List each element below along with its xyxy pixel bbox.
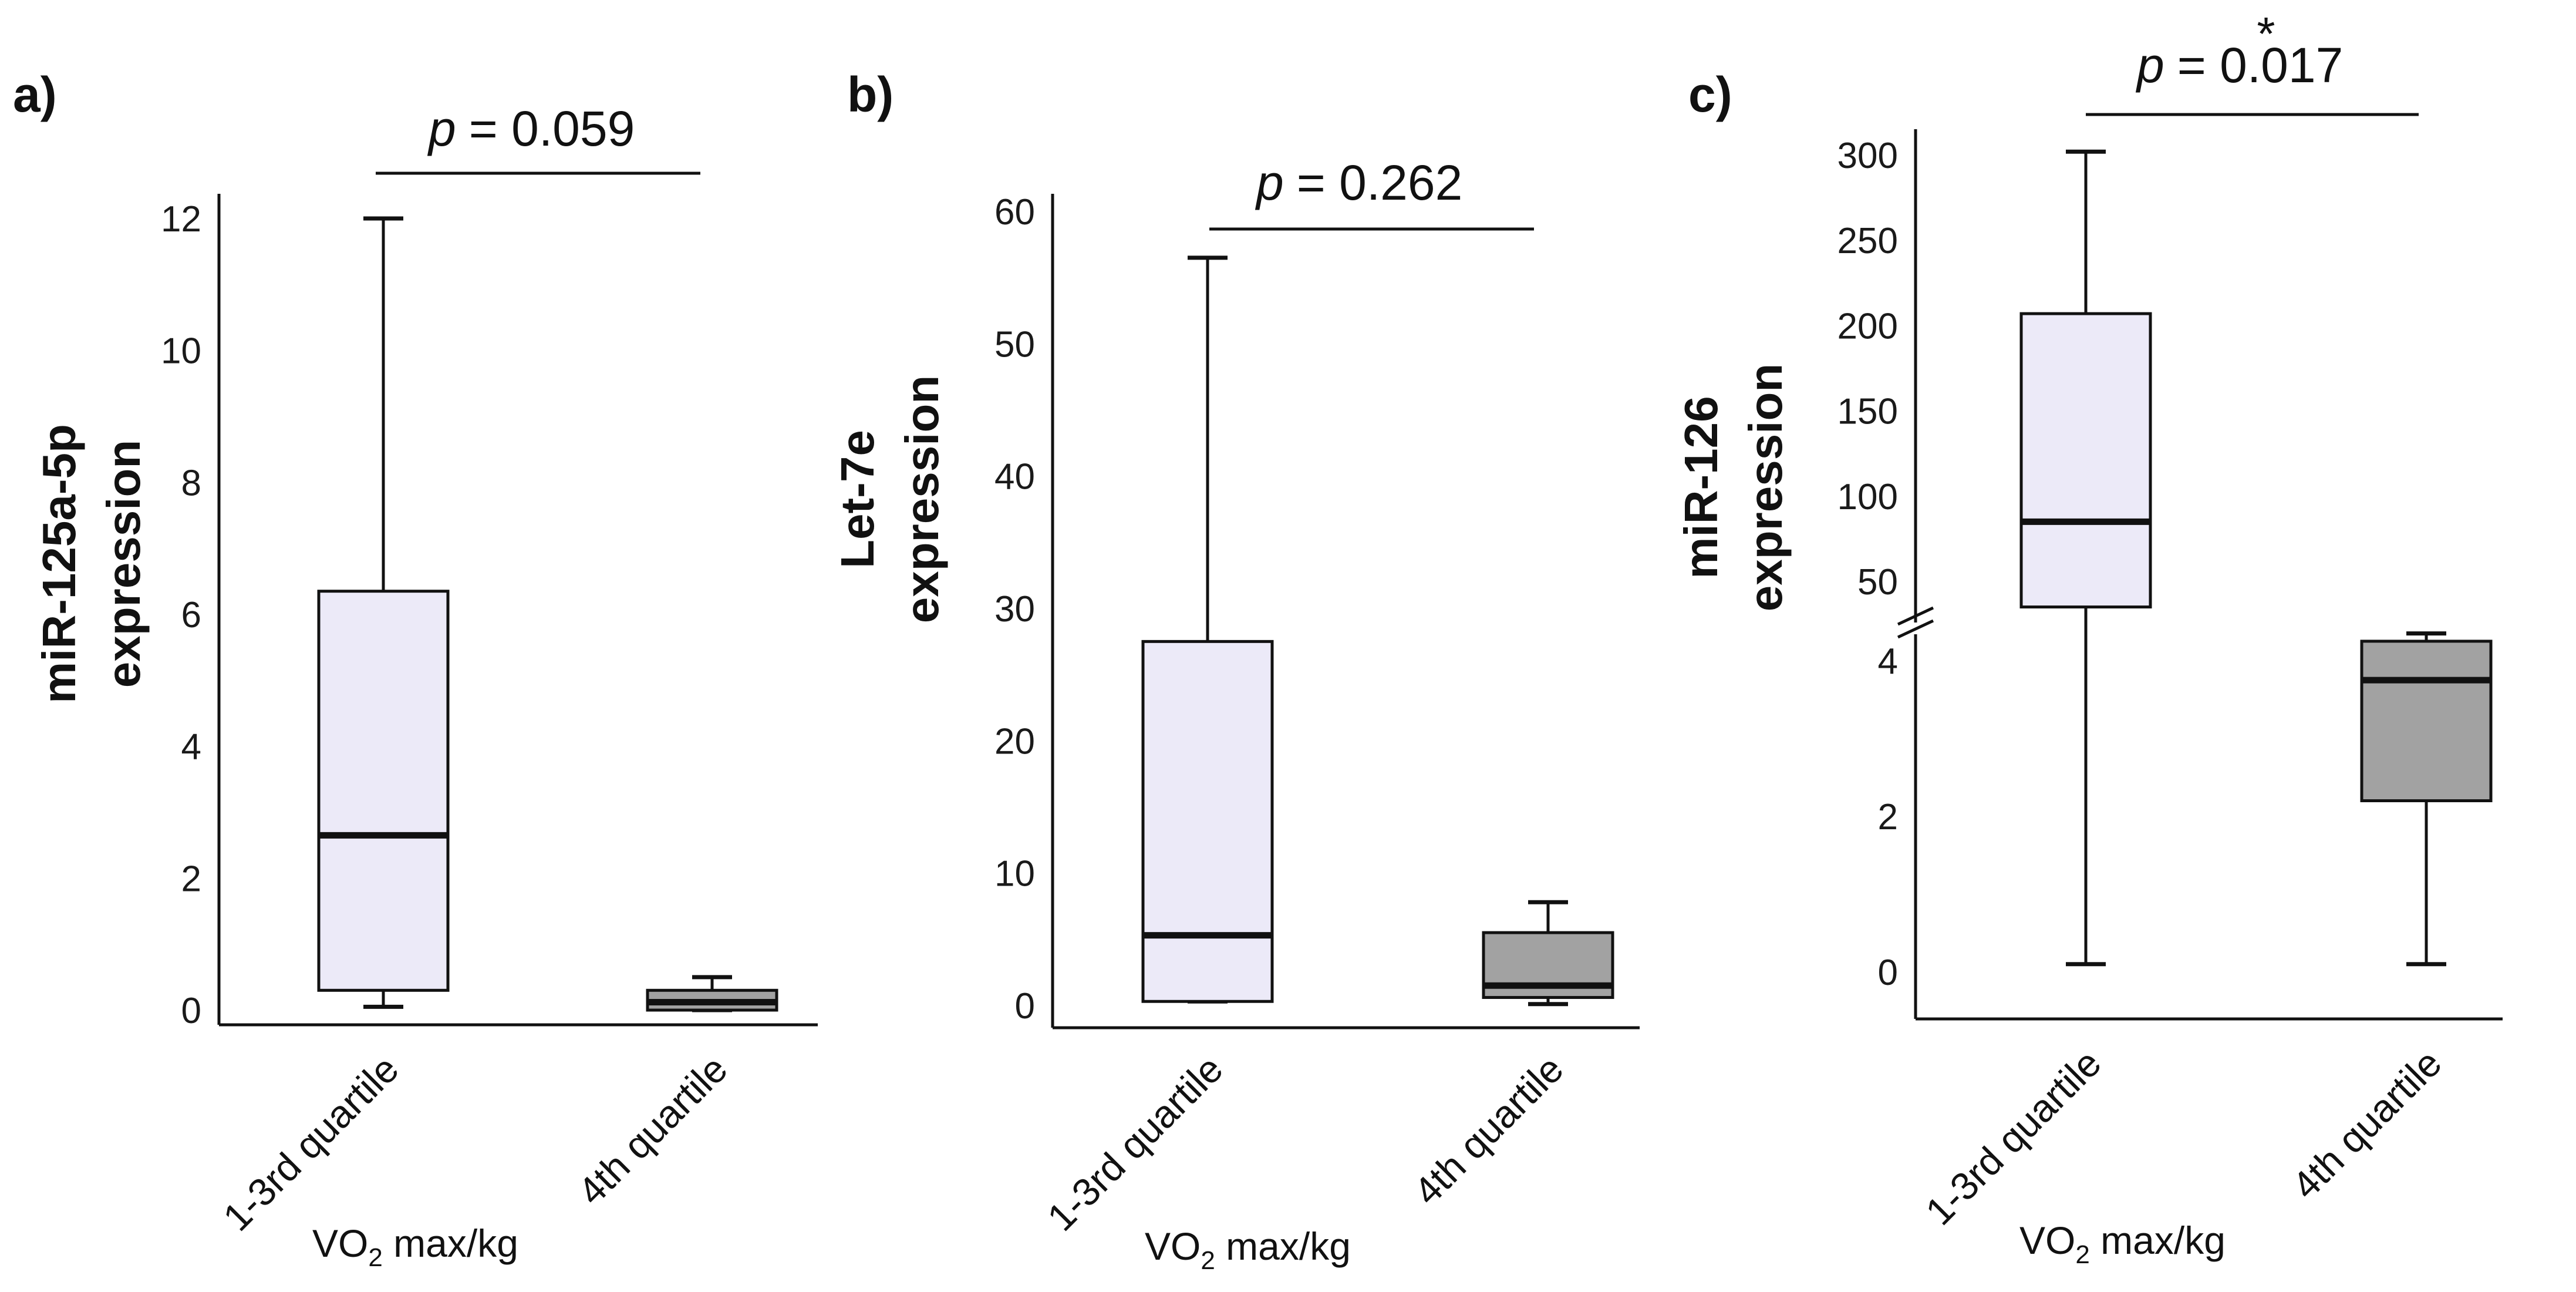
- iqr-box: [317, 590, 450, 992]
- x-category-label: 1-3rd quartile: [215, 1047, 407, 1239]
- box-0: [317, 216, 450, 1009]
- y-tick-label: 250: [1837, 221, 1898, 261]
- y-tick-label: 150: [1837, 392, 1898, 432]
- panel-1: b) 0 10 20 30 40 50 60 1-3rd quartile 4th quartil…: [831, 67, 1640, 1275]
- x-category-label: 4th quartile: [2284, 1041, 2450, 1207]
- panel-label: a): [13, 67, 57, 122]
- x-category-label: 4th quartile: [1405, 1047, 1572, 1213]
- axis-break-mark: [1897, 606, 1934, 626]
- panel-2: c) 0 2 4 50 100 150 200 250 300 1-3rd quartile 4th …: [1675, 8, 2503, 1269]
- p-value: p = 0.017: [2135, 38, 2343, 93]
- y-tick-label: 4: [1878, 641, 1898, 682]
- y-tick-label: 2: [1878, 797, 1898, 837]
- y-tick-label: 0: [1015, 986, 1035, 1027]
- y-axis-title: miR-126 expression: [1675, 364, 1792, 611]
- p-value: p = 0.262: [1255, 155, 1462, 210]
- iqr-box: [1141, 640, 1274, 1003]
- y-tick-label: 0: [181, 991, 201, 1031]
- box-1: [2360, 631, 2493, 967]
- y-tick-label: 8: [181, 463, 201, 503]
- y-tick-label: 10: [994, 854, 1035, 894]
- y-axis-title: miR-125a-5p expression: [33, 424, 150, 704]
- axis-break-mark: [1897, 619, 1934, 639]
- y-tick-label: 100: [1837, 477, 1898, 517]
- box-1: [1482, 900, 1614, 1007]
- y-tick-label: 40: [994, 457, 1035, 497]
- y-tick-label: 60: [994, 192, 1035, 233]
- iqr-box: [2019, 312, 2152, 609]
- p-value: p = 0.059: [427, 101, 635, 156]
- box-0: [1141, 255, 1274, 1004]
- y-tick-label: 12: [161, 199, 201, 240]
- y-tick-label: 30: [994, 589, 1035, 630]
- y-tick-label: 10: [161, 331, 201, 372]
- y-tick-label: 2: [181, 859, 201, 899]
- x-category-label: 1-3rd quartile: [1039, 1047, 1231, 1239]
- x-category-label: 4th quartile: [569, 1047, 736, 1213]
- x-axis-title: VO2 max/kg: [2019, 1219, 2226, 1269]
- y-tick-label: 50: [994, 324, 1035, 365]
- x-axis-title: VO2 max/kg: [1145, 1224, 1351, 1275]
- y-tick-label: 20: [994, 721, 1035, 762]
- y-tick-label: 200: [1837, 306, 1898, 346]
- y-tick-label: 50: [1857, 562, 1898, 603]
- panel-0: a) 0 2 4 6 8 10 12 1-3rd quartile 4th quartile VO2…: [13, 67, 818, 1272]
- x-category-label: 1-3rd quartile: [1917, 1041, 2109, 1233]
- iqr-box: [2360, 640, 2493, 802]
- box-1: [646, 975, 778, 1012]
- y-tick-label: 300: [1837, 136, 1898, 176]
- box-0: [2019, 149, 2152, 967]
- x-axis-title: VO2 max/kg: [312, 1222, 518, 1272]
- panel-label: c): [1688, 67, 1732, 122]
- panel-label: b): [847, 67, 893, 122]
- y-tick-label: 6: [181, 595, 201, 635]
- significance-star: *: [2257, 8, 2275, 60]
- y-axis-title: Let-7e expression: [831, 375, 948, 623]
- y-tick-label: 4: [181, 727, 201, 768]
- y-tick-label: 0: [1878, 953, 1898, 993]
